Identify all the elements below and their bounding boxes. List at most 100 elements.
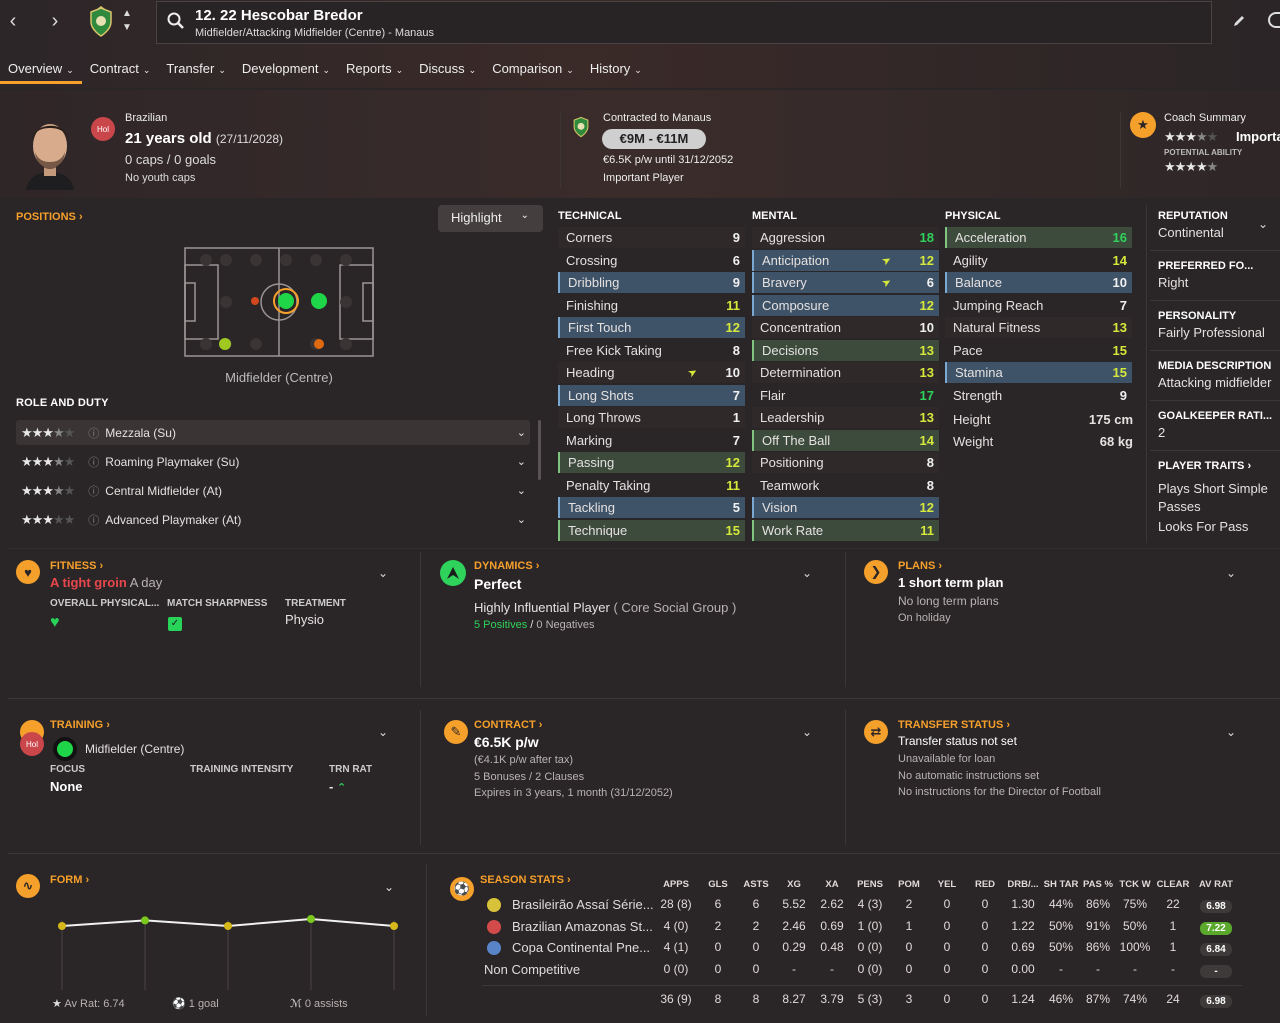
totals-divider xyxy=(482,985,1242,986)
attribute-row[interactable]: Teamwork 8 xyxy=(752,474,939,496)
chevron-down-icon[interactable]: ⌄ xyxy=(1226,566,1237,580)
role-row[interactable]: ★★★★★ ⓘ Advanced Playmaker (At) ⌄ xyxy=(21,511,526,527)
competition-name[interactable]: Brasileirão Assaí Série... xyxy=(512,897,654,912)
rating-badge: 6.98 xyxy=(1188,898,1244,913)
attribute-row[interactable]: Aggression 18 xyxy=(752,227,939,248)
attribute-name: Balance xyxy=(955,275,1002,290)
back-icon[interactable]: ‹ xyxy=(9,10,17,32)
player-traits[interactable]: PLAYER TRAITS › Plays Short Simple Passe… xyxy=(1158,460,1268,534)
chevron-down-icon[interactable]: ⌄ xyxy=(378,725,389,739)
attribute-row[interactable]: Crossing 6 xyxy=(558,249,745,271)
tab-reports[interactable]: Reports ⌄ xyxy=(346,61,404,76)
attribute-row[interactable]: Acceleration 16 xyxy=(945,227,1132,248)
value-pill[interactable]: €9M - €11M xyxy=(602,129,706,149)
attribute-row[interactable]: Flair 17 xyxy=(752,384,939,406)
height-row: Height 175 cm xyxy=(953,412,1133,427)
tab-overview[interactable]: Overview ⌄ xyxy=(0,58,82,84)
attribute-row[interactable]: Penalty Taking 11 xyxy=(558,474,745,496)
attribute-row[interactable]: Composure 12 xyxy=(752,294,939,316)
settings-icon[interactable] xyxy=(1268,12,1280,28)
attribute-name: Heading xyxy=(566,365,615,380)
long-term-plan: No long term plans xyxy=(898,594,999,608)
rating-badge: - xyxy=(1188,963,1244,979)
attribute-row[interactable]: Long Throws 1 xyxy=(558,407,745,428)
search-icon[interactable] xyxy=(167,12,185,30)
attribute-row[interactable]: Determination 13 xyxy=(752,362,939,383)
media-description: MEDIA DESCRIPTION Attacking midfielder xyxy=(1158,360,1272,390)
chevron-down-icon[interactable]: ⌄ xyxy=(378,566,389,580)
tab-history[interactable]: History ⌄ xyxy=(589,61,642,76)
attribute-row[interactable]: Leadership 13 xyxy=(752,407,939,428)
chevron-down-icon[interactable]: ⌄ xyxy=(384,880,395,894)
roles-scrollbar[interactable] xyxy=(538,420,541,480)
attribute-row[interactable]: Dribbling 9 xyxy=(558,272,745,293)
chevron-down-icon[interactable]: ⌄ xyxy=(1258,217,1269,231)
attribute-row[interactable]: Bravery ➤ 6 xyxy=(752,272,939,293)
attribute-value: 13 xyxy=(919,365,934,380)
attribute-row[interactable]: First Touch 12 xyxy=(558,317,745,338)
stats-cell: 75% xyxy=(1122,897,1148,911)
form-label[interactable]: FORM › xyxy=(50,874,90,886)
attribute-row[interactable]: Concentration 10 xyxy=(752,317,939,338)
chevron-down-icon: ⌄ xyxy=(516,514,526,526)
attribute-row[interactable]: Anticipation ➤ 12 xyxy=(752,249,939,271)
attribute-row[interactable]: Free Kick Taking 8 xyxy=(558,339,745,361)
positions-label[interactable]: POSITIONS › xyxy=(16,211,83,223)
attribute-row[interactable]: Passing 12 xyxy=(558,452,745,473)
chevron-down-icon[interactable]: ⌄ xyxy=(1226,725,1237,739)
attribute-row[interactable]: Marking 7 xyxy=(558,429,745,451)
competition-name[interactable]: Non Competitive xyxy=(484,962,581,978)
attribute-row[interactable]: Natural Fitness 13 xyxy=(945,317,1132,338)
up-icon[interactable]: ▲ xyxy=(122,8,132,19)
attribute-row[interactable]: Stamina 15 xyxy=(945,362,1132,383)
transfer-status-label[interactable]: TRANSFER STATUS › xyxy=(898,719,1011,731)
chevron-down-icon: ⌄ xyxy=(634,65,642,75)
contract-label[interactable]: CONTRACT › xyxy=(474,719,543,731)
form-goals: ⚽ 1 goal xyxy=(172,998,219,1010)
attribute-row[interactable]: Agility 14 xyxy=(945,249,1132,271)
attribute-row[interactable]: Vision 12 xyxy=(752,497,939,518)
down-icon[interactable]: ▼ xyxy=(122,22,132,33)
training-label[interactable]: TRAINING › xyxy=(50,719,110,731)
stats-cell: 1 xyxy=(1169,918,1177,933)
tab-transfer[interactable]: Transfer ⌄ xyxy=(166,61,226,76)
stats-column-header: RED xyxy=(974,879,996,890)
club-crest-icon[interactable] xyxy=(88,6,114,38)
stats-column-header: PAS % xyxy=(1083,879,1113,890)
role-row[interactable]: ★★★★★ ⓘ Mezzala (Su) ⌄ xyxy=(16,420,530,445)
forward-icon[interactable]: › xyxy=(51,10,59,32)
attribute-row[interactable]: Balance 10 xyxy=(945,272,1132,293)
edit-icon[interactable] xyxy=(1232,14,1246,28)
attribute-row[interactable]: Heading ➤ 10 xyxy=(558,362,745,383)
attribute-row[interactable]: Technique 15 xyxy=(558,519,745,541)
attribute-row[interactable]: Decisions 13 xyxy=(752,339,939,361)
role-row[interactable]: ★★★★★ ⓘ Roaming Playmaker (Su) ⌄ xyxy=(21,453,526,469)
attribute-row[interactable]: Corners 9 xyxy=(558,227,745,248)
competition-name[interactable]: Brazilian Amazonas St... xyxy=(512,918,653,934)
focus-value: None xyxy=(50,779,83,794)
fitness-label[interactable]: FITNESS › xyxy=(50,560,104,572)
stats-cell: 86% xyxy=(1085,940,1111,955)
attribute-row[interactable]: Off The Ball 14 xyxy=(752,429,939,451)
chevron-down-icon[interactable]: ⌄ xyxy=(802,566,813,580)
attribute-row[interactable]: Positioning 8 xyxy=(752,452,939,473)
dynamics-label[interactable]: DYNAMICS › xyxy=(474,560,540,572)
season-stats-label[interactable]: SEASON STATS › xyxy=(480,874,571,886)
attribute-row[interactable]: Strength 9 xyxy=(945,384,1132,406)
tab-discuss[interactable]: Discuss ⌄ xyxy=(419,61,477,76)
chevron-down-icon: ⌄ xyxy=(468,65,477,75)
competition-name[interactable]: Copa Continental Pne... xyxy=(512,940,651,956)
attribute-row[interactable]: Tackling 5 xyxy=(558,497,745,518)
tab-comparison[interactable]: Comparison ⌄ xyxy=(492,61,574,76)
tab-development[interactable]: Development ⌄ xyxy=(241,61,331,76)
chevron-down-icon[interactable]: ⌄ xyxy=(802,725,813,739)
attribute-row[interactable]: Finishing 11 xyxy=(558,294,745,316)
role-row[interactable]: ★★★★★ ⓘ Central Midfielder (At) ⌄ xyxy=(21,482,526,498)
plans-label[interactable]: PLANS › xyxy=(898,560,943,572)
highlight-dropdown[interactable]: Highlight ⌄ xyxy=(438,205,543,232)
attribute-row[interactable]: Pace 15 xyxy=(945,339,1132,361)
attribute-row[interactable]: Work Rate 11 xyxy=(752,519,939,541)
attribute-row[interactable]: Long Shots 7 xyxy=(558,384,745,406)
attribute-row[interactable]: Jumping Reach 7 xyxy=(945,294,1132,316)
tab-contract[interactable]: Contract ⌄ xyxy=(89,61,151,76)
